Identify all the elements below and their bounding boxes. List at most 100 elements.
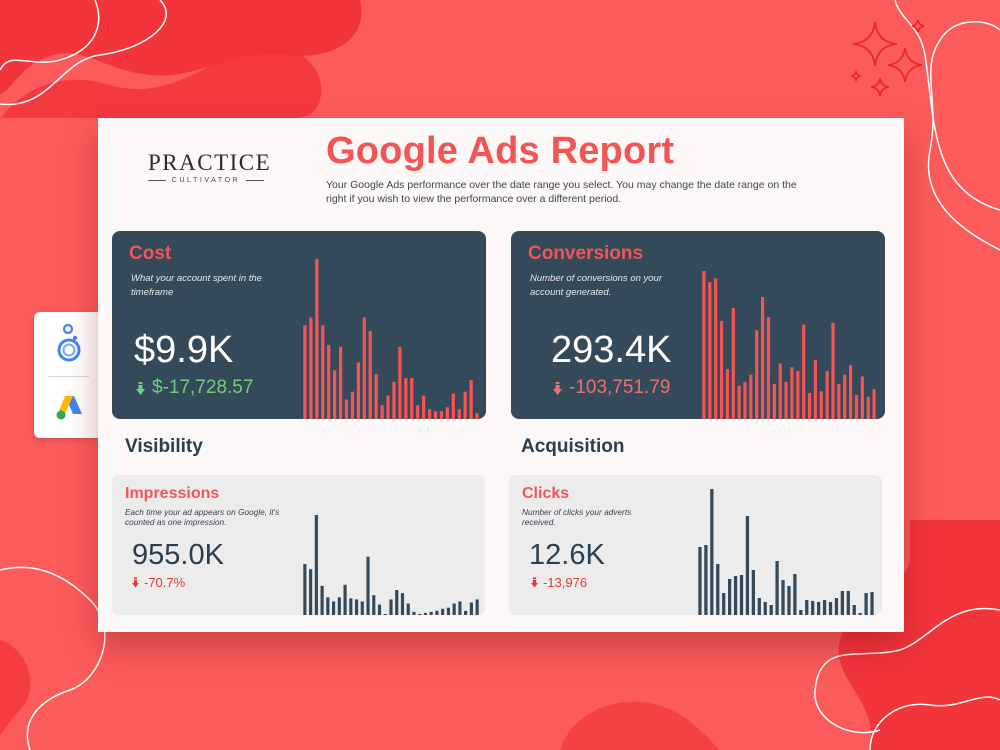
cost-bar-chart bbox=[303, 259, 479, 419]
conversions-description: Number of conversions on your account ge… bbox=[530, 273, 663, 298]
conversions-bar bbox=[749, 374, 753, 419]
impressions-bar bbox=[337, 597, 341, 615]
impressions-bar bbox=[349, 598, 353, 615]
page-title: Google Ads Report bbox=[326, 130, 675, 172]
impressions-bar bbox=[377, 604, 382, 615]
clicks-bar-chart bbox=[698, 489, 874, 615]
cost-title: Cost bbox=[129, 243, 172, 264]
cost-bar bbox=[315, 259, 319, 419]
conversions-bar bbox=[848, 365, 853, 419]
conversions-bar bbox=[731, 308, 735, 419]
practice-cultivator-logo: PRACTICE CULTIVATOR bbox=[148, 150, 272, 184]
cost-bar bbox=[321, 325, 325, 419]
panel-divider bbox=[48, 376, 89, 377]
impressions-bar bbox=[412, 611, 416, 615]
cost-bar bbox=[350, 391, 355, 419]
impressions-bar bbox=[395, 590, 399, 615]
impressions-bar bbox=[452, 603, 456, 615]
logo-name: PRACTICE bbox=[148, 150, 272, 175]
impressions-description: Each time your ad appears on Google, it'… bbox=[125, 507, 280, 527]
clicks-delta: -13,976 bbox=[531, 575, 587, 590]
clicks-bar bbox=[787, 586, 791, 615]
impressions-bar bbox=[343, 584, 347, 615]
conversions-bar bbox=[714, 278, 718, 419]
impressions-bar bbox=[332, 601, 336, 615]
impressions-bar bbox=[406, 603, 410, 615]
clicks-bar bbox=[751, 570, 755, 615]
clicks-bar bbox=[704, 545, 708, 615]
conversions-bar bbox=[819, 391, 823, 419]
conversions-bar bbox=[790, 367, 794, 419]
conversions-bar bbox=[807, 393, 812, 419]
conversions-card: Conversions Number of conversions on you… bbox=[511, 231, 885, 419]
clicks-bar bbox=[828, 602, 833, 615]
cost-bar bbox=[386, 395, 390, 419]
conversions-bar bbox=[802, 324, 806, 419]
cost-bar bbox=[368, 331, 372, 419]
clicks-bar bbox=[722, 593, 726, 615]
cost-delta-value: $-17,728.57 bbox=[152, 377, 254, 398]
impressions-bar bbox=[309, 569, 313, 615]
impressions-bar bbox=[464, 610, 468, 615]
conversions-value: 293.4K bbox=[551, 329, 672, 371]
clicks-value: 12.6K bbox=[529, 539, 605, 571]
impressions-bar bbox=[435, 610, 439, 615]
clicks-bar bbox=[811, 601, 815, 615]
clicks-bar bbox=[840, 591, 844, 615]
clicks-bar bbox=[781, 580, 785, 615]
impressions-bar bbox=[400, 593, 405, 615]
impressions-bar-chart bbox=[303, 515, 479, 615]
conversions-bar bbox=[766, 317, 771, 419]
impressions-bar bbox=[458, 601, 462, 615]
cost-value: $9.9K bbox=[134, 329, 234, 371]
looker-studio-icon bbox=[34, 322, 103, 362]
conversions-bar bbox=[708, 282, 712, 419]
clicks-bar bbox=[733, 576, 738, 615]
clicks-bar bbox=[710, 489, 714, 615]
cost-bar bbox=[445, 407, 449, 419]
cost-bar bbox=[475, 413, 479, 419]
conversions-bar bbox=[843, 374, 847, 419]
cost-delta: $-17,728.57 bbox=[136, 377, 253, 399]
conversions-bar bbox=[772, 383, 776, 419]
page-subtitle: Your Google Ads performance over the dat… bbox=[326, 179, 797, 205]
impressions-card: Impressions Each time your ad appears on… bbox=[112, 475, 485, 615]
clicks-bar bbox=[864, 593, 868, 615]
conversions-bar bbox=[866, 396, 870, 419]
clicks-bar bbox=[698, 547, 702, 615]
conversions-title: Conversions bbox=[528, 243, 644, 264]
cost-bar bbox=[344, 399, 349, 419]
impressions-bar bbox=[372, 595, 376, 615]
clicks-bar bbox=[834, 598, 839, 615]
impressions-bar bbox=[423, 612, 428, 615]
impressions-bar bbox=[366, 556, 370, 615]
impressions-bar bbox=[360, 601, 364, 615]
conversions-bar bbox=[872, 389, 876, 419]
conversions-bar bbox=[837, 383, 841, 419]
cost-description: What your account spent in the timeframe bbox=[131, 273, 262, 298]
sparkle-icon bbox=[849, 19, 925, 97]
cost-bar bbox=[362, 317, 366, 419]
cost-bar bbox=[404, 378, 408, 419]
cost-bar bbox=[433, 411, 438, 419]
conversions-bar bbox=[860, 376, 864, 419]
visibility-heading: Visibility bbox=[125, 436, 203, 457]
clicks-bar bbox=[728, 579, 732, 615]
cost-bar bbox=[463, 391, 467, 419]
conversions-bar bbox=[784, 382, 788, 419]
cost-card: Cost What your account spent in the time… bbox=[112, 231, 486, 419]
cost-bar bbox=[469, 379, 473, 419]
cost-bar bbox=[356, 362, 360, 419]
conversions-bar bbox=[796, 370, 800, 419]
cost-bar bbox=[457, 409, 461, 419]
cost-bar bbox=[427, 409, 432, 419]
clicks-description: Number of clicks your adverts received. bbox=[522, 507, 632, 527]
conversions-bar bbox=[737, 385, 741, 419]
clicks-title: Clicks bbox=[522, 485, 570, 502]
impressions-bar bbox=[446, 607, 450, 615]
clicks-bar bbox=[763, 602, 767, 615]
clicks-bar bbox=[817, 602, 821, 615]
impressions-bar bbox=[383, 613, 387, 615]
cost-bar bbox=[410, 378, 414, 419]
acquisition-heading: Acquisition bbox=[521, 436, 625, 457]
